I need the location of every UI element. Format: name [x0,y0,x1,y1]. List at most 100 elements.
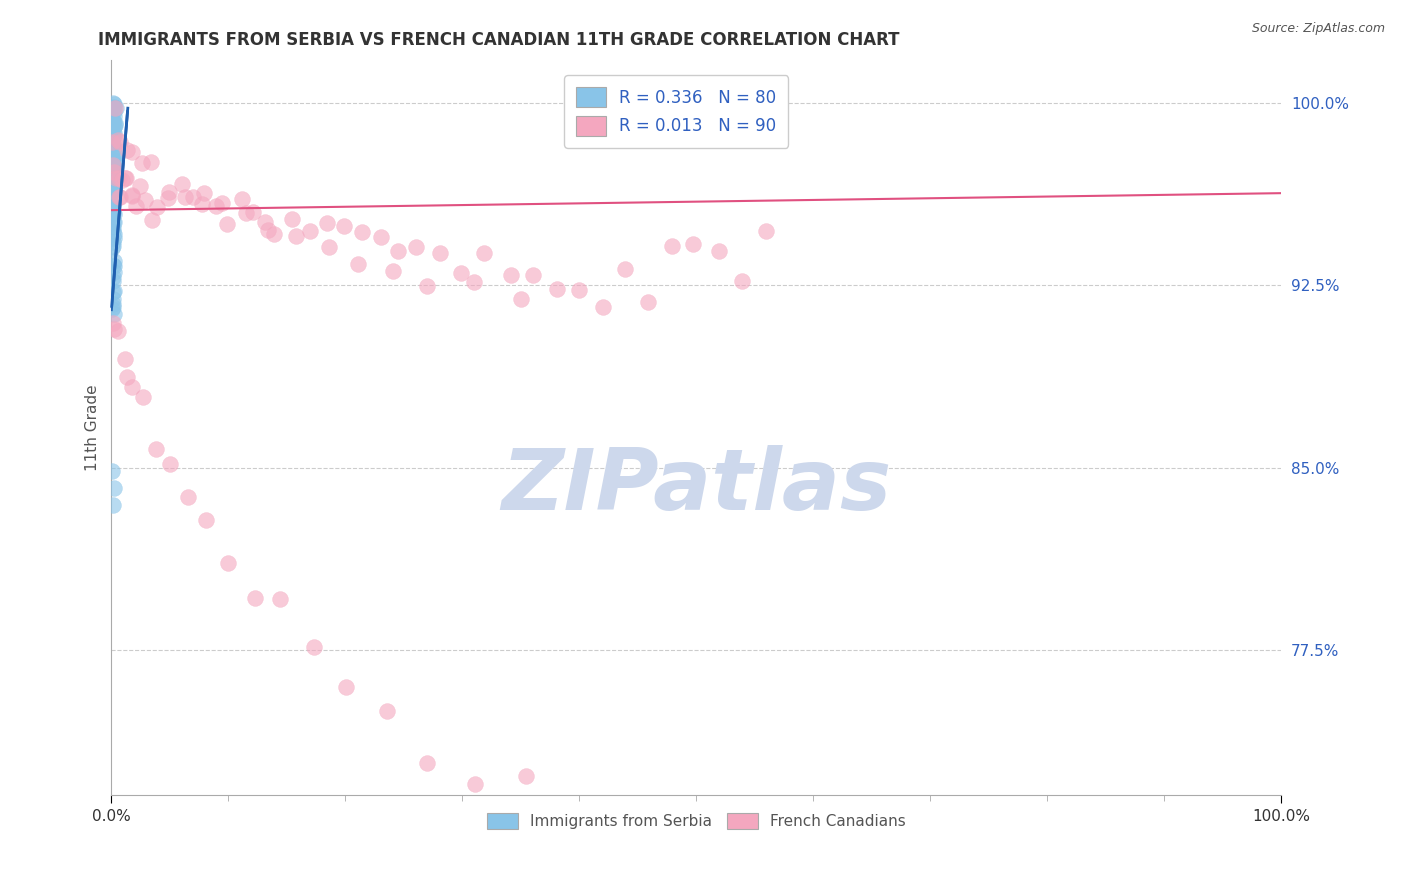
Point [101,183,124,197]
Point [103,207,125,221]
Point [121,187,143,202]
Point [101,224,124,238]
Point [103,142,125,156]
Y-axis label: 11th Grade: 11th Grade [86,384,100,471]
Point [181,190,204,204]
Point [105,170,128,185]
Point [176,490,198,504]
Point [661,239,683,253]
Point [101,235,124,249]
Point [101,158,124,172]
Point [108,190,131,204]
Point [103,167,125,181]
Point [104,101,127,115]
Point [101,258,124,272]
Point [128,178,150,193]
Point [145,442,167,456]
Point [101,301,124,315]
Point [387,244,409,258]
Point [510,293,533,307]
Point [132,390,155,404]
Point [103,156,125,170]
Point [335,680,357,694]
Point [103,141,125,155]
Point [103,165,125,179]
Point [755,223,778,237]
Point [231,192,253,206]
Point [107,133,129,147]
Point [194,513,217,527]
Point [101,184,124,198]
Point [103,239,125,253]
Point [316,217,339,231]
Point [217,217,239,231]
Point [205,199,228,213]
Point [191,197,214,211]
Point [103,204,125,219]
Point [103,227,125,242]
Point [546,282,568,296]
Point [193,186,215,200]
Text: IMMIGRANTS FROM SERBIA VS FRENCH CANADIAN 11TH GRADE CORRELATION CHART: IMMIGRANTS FROM SERBIA VS FRENCH CANADIA… [98,31,900,49]
Point [103,293,125,307]
Point [263,227,285,242]
Point [211,195,233,210]
Point [101,96,124,111]
Point [108,190,131,204]
Point [416,278,439,293]
Point [101,240,124,254]
Point [245,591,267,605]
Point [101,499,124,513]
Point [333,219,356,233]
Point [302,640,325,655]
Point [103,154,125,169]
Point [103,186,125,200]
Point [101,153,124,167]
Point [114,352,136,367]
Point [235,206,257,220]
Point [522,268,544,283]
Point [103,187,125,202]
Point [101,215,124,229]
Point [103,150,125,164]
Point [103,253,125,268]
Point [103,322,125,336]
Point [464,777,486,791]
Point [101,130,124,145]
Point [103,128,125,143]
Point [298,224,321,238]
Point [101,135,124,149]
Point [285,229,308,244]
Point [269,592,291,607]
Point [731,274,754,288]
Point [101,137,124,152]
Point [101,213,124,227]
Point [108,136,131,150]
Point [101,157,124,171]
Point [101,159,124,173]
Point [350,225,373,239]
Point [101,219,124,234]
Point [253,215,276,229]
Point [101,157,124,171]
Point [134,193,156,207]
Point [141,212,163,227]
Point [101,316,124,330]
Point [499,268,522,282]
Point [103,259,125,273]
Point [592,300,614,314]
Point [217,557,239,571]
Point [104,101,127,115]
Point [103,231,125,245]
Point [614,262,637,277]
Point [157,185,180,199]
Point [121,380,143,394]
Point [115,170,138,185]
Point [101,274,124,288]
Point [121,189,143,203]
Point [416,756,439,770]
Point [347,257,370,271]
Point [103,196,125,211]
Point [568,283,591,297]
Text: ZIPatlas: ZIPatlas [501,445,891,528]
